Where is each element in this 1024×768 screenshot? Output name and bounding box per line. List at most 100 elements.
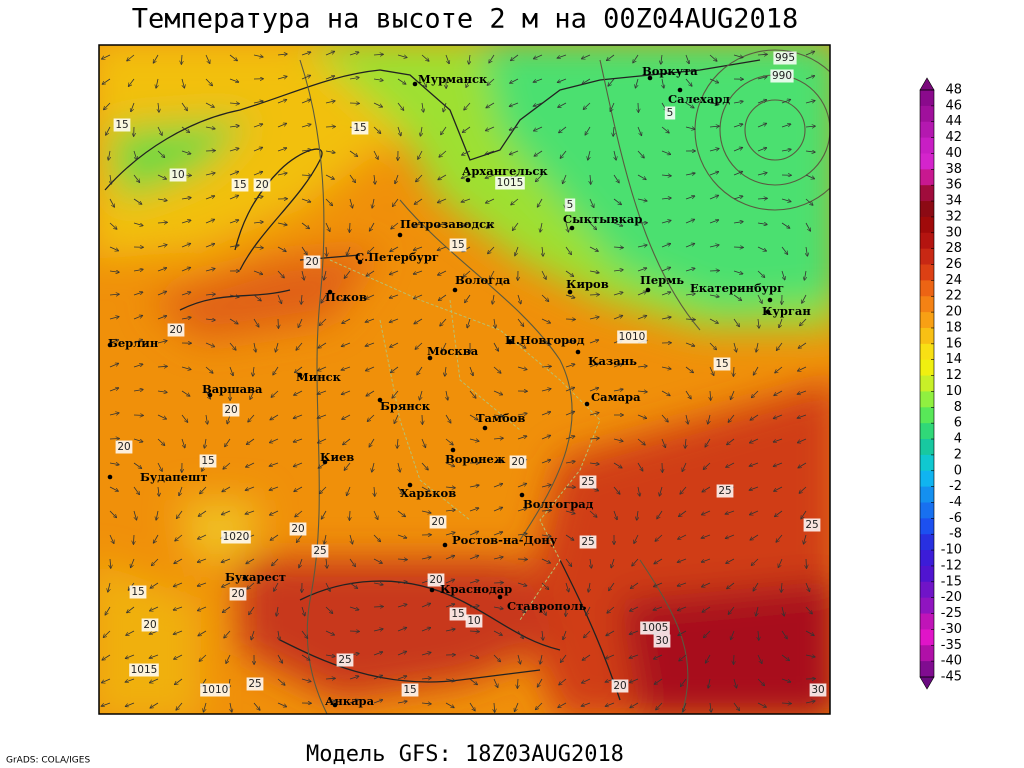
wind-arrow (487, 222, 495, 228)
contour-label: 20 (224, 404, 237, 416)
wind-arrow (222, 486, 231, 491)
contour-label-bg (611, 679, 629, 693)
wind-arrow (422, 102, 423, 112)
city-label: Воронеж (445, 452, 506, 466)
wind-arrow (541, 435, 550, 440)
colorbar-swatch (920, 629, 934, 646)
city-dot (452, 287, 458, 293)
wind-arrow (421, 652, 431, 656)
wind-arrow (229, 78, 238, 82)
wind-arrow (127, 54, 135, 61)
city-dot (297, 372, 303, 378)
wind-arrow (325, 606, 333, 613)
wind-arrow (198, 606, 207, 611)
wind-arrow (709, 366, 714, 375)
wind-arrow (757, 173, 767, 175)
wind-arrow (510, 102, 519, 106)
wind-arrow (390, 270, 399, 274)
wind-arrow (253, 124, 262, 128)
wind-arrow (709, 149, 719, 152)
wind-arrow (109, 340, 118, 344)
wind-arrow (655, 534, 663, 541)
wind-arrow (373, 79, 383, 80)
colorbar: 4846444240383634323028262422201816141210… (919, 77, 962, 690)
wind-arrow (757, 198, 767, 199)
contour-label-bg (311, 544, 329, 558)
wind-arrow (270, 486, 279, 490)
wind-arrow (680, 486, 687, 494)
wind-arrow (181, 317, 191, 319)
wind-arrow (397, 54, 407, 57)
city-dot (357, 259, 363, 265)
isobar (639, 559, 689, 714)
wind-arrow (222, 558, 231, 562)
wind-arrow (445, 414, 451, 423)
wind-arrow (710, 390, 711, 400)
wind-arrow (301, 52, 311, 56)
wind-arrow (349, 582, 357, 588)
wind-arrow (421, 678, 431, 679)
wind-arrow (541, 460, 550, 464)
wind-arrow (565, 436, 575, 440)
wind-arrow (775, 366, 783, 373)
contour-label-bg (770, 69, 794, 83)
wind-arrow (397, 604, 407, 608)
wind-arrow (253, 222, 263, 223)
colorbar-swatch (920, 201, 934, 218)
wind-arrow (198, 558, 207, 562)
wind-arrow (805, 701, 815, 703)
colorbar-tick-label: 28 (945, 241, 962, 256)
wind-arrow (517, 318, 524, 326)
wind-arrow (373, 675, 382, 680)
wind-arrow (726, 510, 735, 514)
city-label: Берлин (108, 336, 159, 350)
city-dot (645, 287, 651, 293)
colorbar-tick-label: 34 (945, 194, 962, 209)
wind-arrow (565, 582, 569, 592)
wind-arrow (277, 294, 281, 303)
wind-arrow (229, 126, 239, 127)
wind-arrow (657, 510, 663, 519)
wind-arrow (414, 246, 423, 250)
wind-arrow (277, 654, 282, 663)
city-dot (584, 401, 590, 407)
wind-arrow (157, 268, 166, 272)
wind-arrow (109, 413, 119, 415)
wind-arrow (517, 654, 520, 664)
contour-label: 15 (451, 608, 464, 620)
colorbar-tick-label: -20 (941, 590, 962, 605)
wind-arrow (230, 702, 232, 712)
contour-label: 20 (613, 680, 626, 692)
wind-arrow (682, 462, 687, 471)
city-label: Курган (762, 304, 811, 318)
wind-arrow (349, 534, 352, 544)
wind-arrow (445, 629, 455, 631)
wind-arrow (493, 678, 498, 687)
wind-arrow (610, 102, 615, 111)
wind-arrow (534, 54, 543, 59)
wind-arrow (229, 318, 238, 324)
wind-arrow (493, 557, 503, 559)
colorbar-swatch (920, 121, 934, 139)
wind-arrow (493, 654, 500, 661)
contour-label-bg (617, 330, 647, 344)
colorbar-tick-label: 24 (945, 273, 962, 288)
wind-arrow (373, 126, 381, 133)
wind-arrow (157, 438, 165, 445)
wind-arrow (513, 222, 519, 230)
wind-arrow (366, 318, 375, 322)
wind-arrow (301, 198, 310, 202)
wind-arrow (294, 486, 303, 491)
wind-arrow (589, 246, 598, 251)
contour-label: 25 (581, 476, 594, 488)
contour-label: 15 (715, 358, 728, 370)
wind-arrow (158, 102, 159, 112)
wind-arrow (277, 100, 286, 104)
wind-arrow (181, 414, 188, 422)
coastline (104, 59, 761, 191)
wind-arrow (558, 54, 567, 58)
wind-arrow (390, 246, 399, 251)
wind-arrow (709, 220, 718, 224)
colorbar-swatch (920, 645, 934, 662)
wind-arrow (683, 702, 687, 711)
